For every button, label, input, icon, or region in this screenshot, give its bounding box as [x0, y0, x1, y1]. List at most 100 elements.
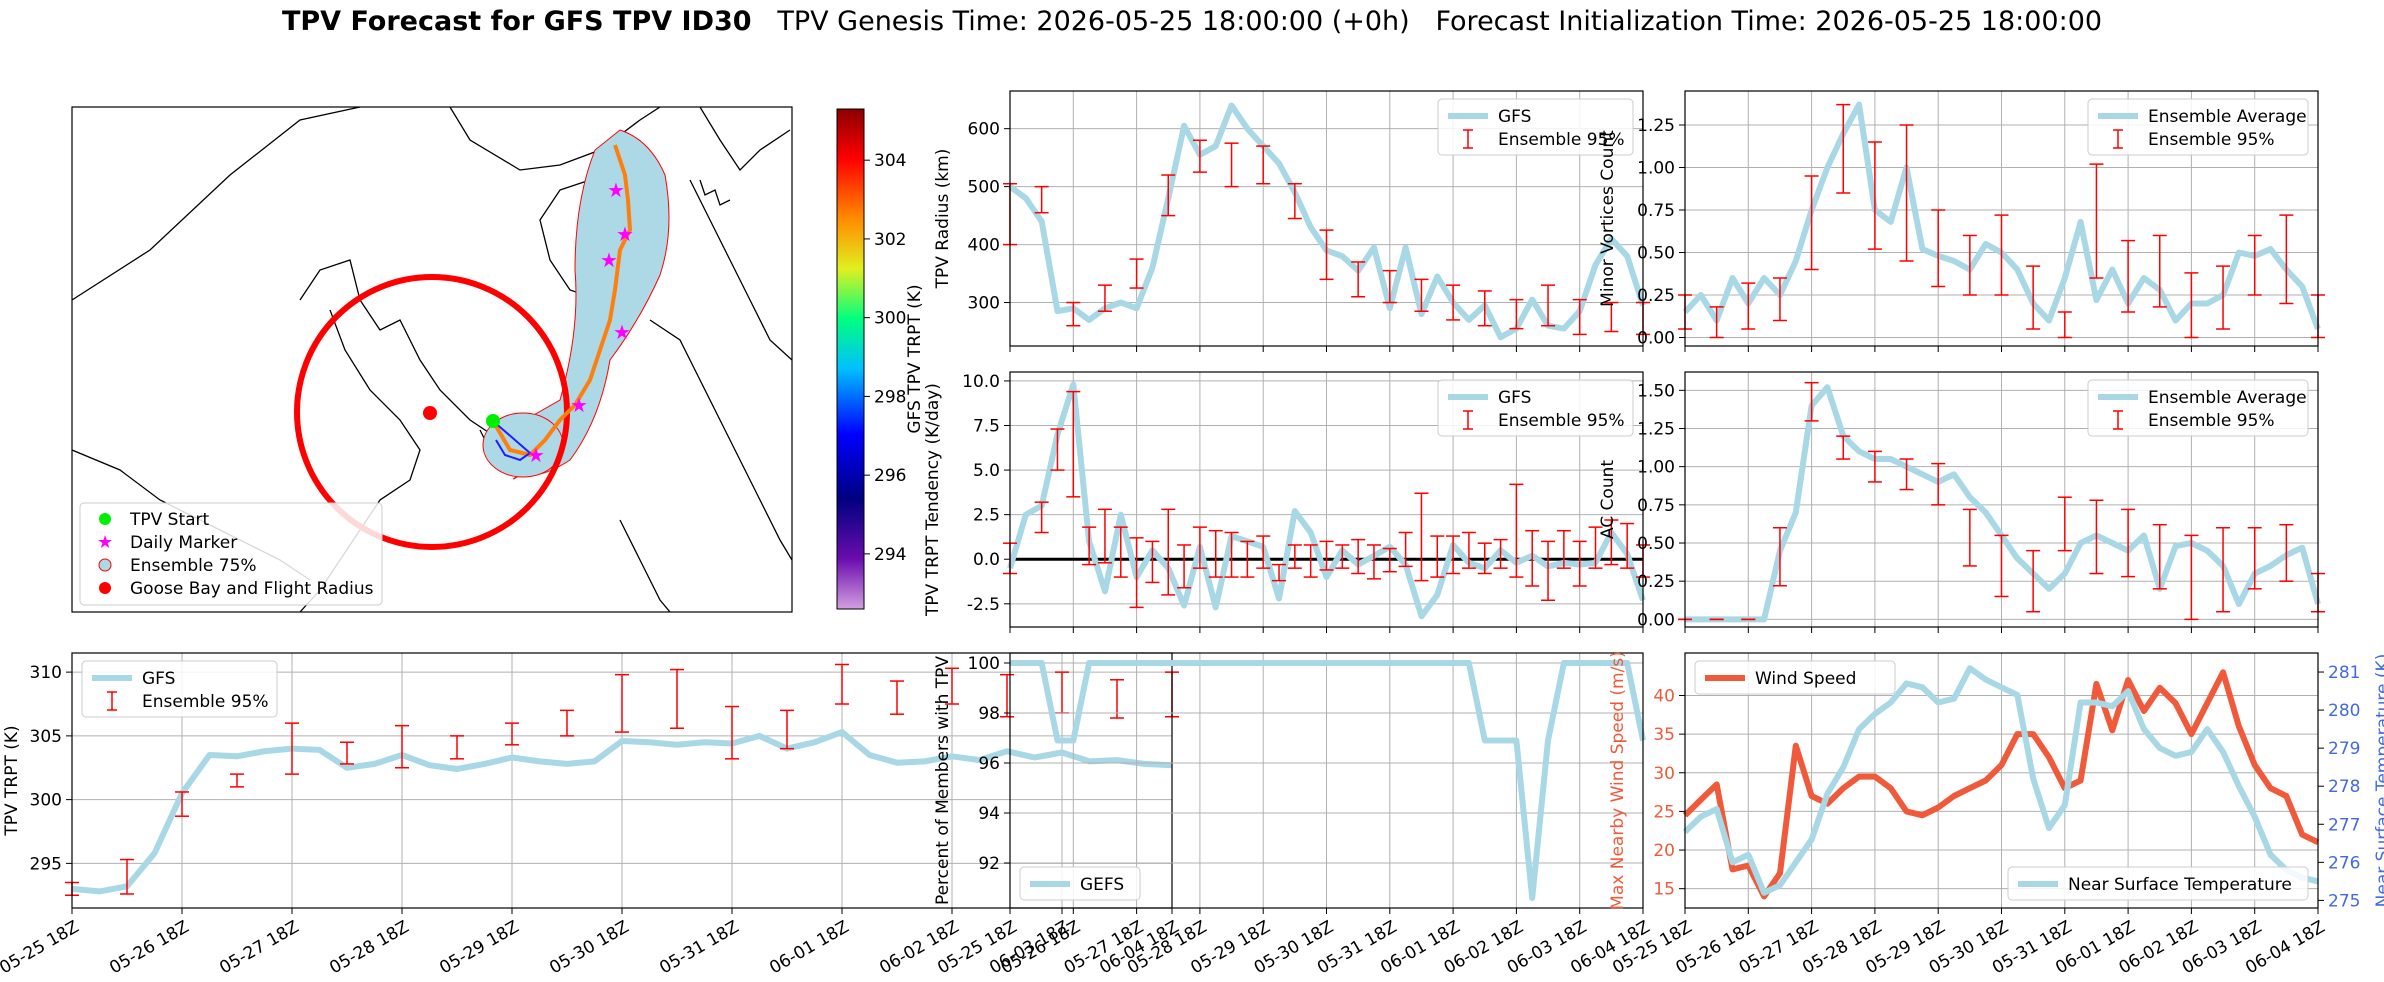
legend-goose-bay-icon — [99, 582, 111, 594]
axes-frame — [1684, 90, 2319, 347]
y-axis-label: TPV TRPT Tendency (K/day) — [923, 383, 943, 617]
wind-legend-label: Wind Speed — [1755, 669, 1856, 689]
y-axis-label-right: Near Surface Temperature (K) — [2373, 654, 2384, 908]
wind-2-legend: Near Surface Temperature — [2007, 866, 2309, 901]
tpv-track-segment — [492, 420, 532, 462]
radius-legend: GFS Ensemble 95% — [1437, 98, 1634, 156]
ytick-label: 500 — [968, 178, 1000, 198]
ytick-label: 600 — [968, 120, 1000, 140]
ac-legend-box — [2087, 379, 2309, 437]
ytick-label: 2.5 — [973, 506, 1000, 526]
coastline — [619, 519, 671, 612]
map-legend-label: Ensemble 75% — [130, 556, 257, 576]
coastline — [649, 319, 792, 561]
trpt-legend-label: Ensemble 95% — [142, 692, 269, 712]
y-axis-label: Percent of Members with TPV — [933, 656, 953, 905]
ytick-label: 0.25 — [1637, 286, 1675, 306]
coastline — [689, 179, 792, 361]
ytick-label: 25 — [1653, 802, 1675, 822]
daily-marker: ★ — [527, 443, 545, 467]
xtick-label: 05-31 18Z — [656, 917, 742, 978]
series-line-gfs — [71, 729, 1173, 895]
tendency-legend: GFS Ensemble 95% — [1437, 379, 1634, 437]
daily-marker: ★ — [607, 178, 625, 202]
ytick-label: 0.0 — [973, 550, 1000, 570]
coastline — [699, 179, 731, 206]
title-bold: TPV Forecast for GFS TPV ID30 — [281, 6, 752, 37]
y-axis-label: Max Nearby Wind Speed (m/s) — [1608, 651, 1628, 910]
ytick-label: 295 — [30, 854, 62, 874]
ytick-right-label: 278 — [2328, 777, 2360, 797]
coastline — [72, 107, 361, 301]
wind-2-legend-label: Near Surface Temperature — [2068, 875, 2292, 895]
ytick-label: 15 — [1653, 880, 1675, 900]
daily-marker: ★ — [600, 248, 618, 272]
radius-legend-label: Ensemble 95% — [1498, 130, 1625, 150]
tendency-legend-label: GFS — [1498, 388, 1531, 408]
ytick-label: 1.00 — [1637, 159, 1675, 179]
ytick-label: 7.5 — [973, 416, 1000, 436]
series-line-gefs — [1010, 660, 1646, 901]
ytick-label: 400 — [968, 236, 1000, 256]
colorbar-tick-label: 302 — [874, 230, 906, 250]
colorbar — [836, 108, 865, 610]
ytick-label: 0.75 — [1637, 201, 1675, 221]
ac-legend-label: Ensemble 95% — [2148, 411, 2275, 431]
ytick-right-label: 279 — [2328, 739, 2360, 759]
ytick-right-label: 275 — [2328, 891, 2360, 911]
axes-frame — [1009, 90, 1644, 347]
title-init: Forecast Initialization Time: 2026-05-25… — [1435, 6, 2103, 37]
ytick-right-label: 277 — [2328, 815, 2360, 835]
ytick-label: 1.50 — [1637, 381, 1675, 401]
ytick-label: 300 — [30, 791, 62, 811]
percent-legend-label: GEFS — [1080, 875, 1124, 895]
ytick-label: 1.00 — [1637, 458, 1675, 478]
colorbar-tick-label: 304 — [874, 151, 906, 171]
y-axis-label: AC Count — [1598, 460, 1618, 539]
ytick-label: 0.00 — [1637, 610, 1675, 630]
coastline — [699, 107, 791, 172]
legend-tpv-start-icon — [99, 513, 111, 525]
chart-tendency: -2.5 0.0 2.5 5.0 7.5 10.0 TPV TRPT Tendency (K… — [923, 371, 1650, 633]
daily-marker: ★ — [616, 222, 634, 246]
ytick-label: 1.25 — [1637, 419, 1675, 439]
ac-legend: Ensemble Average Ensemble 95% — [2087, 379, 2309, 437]
series-line-gfs — [1007, 381, 1646, 620]
minor-legend: Ensemble Average Ensemble 95% — [2087, 98, 2309, 156]
axes-frame — [71, 652, 1173, 909]
page-title: TPV Forecast for GFS TPV ID30 TPV Genesi… — [0, 6, 2384, 37]
radius-legend-label: GFS — [1498, 107, 1531, 127]
map-legend-box — [79, 502, 383, 606]
colorbar-tick-label: 298 — [874, 387, 906, 407]
percent-legend-box — [1019, 866, 1141, 901]
wind-legend: Wind Speed — [1694, 660, 1896, 695]
y-axis-label: TPV TRPT (K) — [2, 725, 22, 836]
ytick-label: 0.75 — [1637, 496, 1675, 516]
axes-frame — [1684, 371, 2319, 628]
y-axis-label: Minor Vortices Count — [1598, 130, 1618, 307]
ytick-label: 40 — [1653, 687, 1675, 707]
ytick-label: 35 — [1653, 725, 1675, 745]
ytick-right-label: 276 — [2328, 853, 2360, 873]
chart-minor: 0.00 0.25 0.50 0.75 1.00 1.25 Minor Vortices C… — [1598, 90, 2325, 352]
colorbar-tick-label: 300 — [874, 309, 906, 329]
xtick-label: 05-27 18Z — [216, 917, 302, 978]
series-line-near-surface-temperature — [1682, 665, 2319, 896]
ytick-label: 300 — [968, 294, 1000, 314]
ytick-label: 92 — [978, 854, 1000, 874]
map-legend-label: Daily Marker — [130, 533, 237, 553]
ytick-label: 0.25 — [1637, 572, 1675, 592]
axes-frame — [1009, 652, 1644, 909]
ytick-label: 30 — [1653, 764, 1675, 784]
colorbar-label: GFS TPV TRPT (K) — [905, 284, 925, 433]
xtick-label: 05-26 18Z — [106, 917, 192, 978]
colorbar-tick-label: 296 — [874, 466, 906, 486]
tendency-legend-label: Ensemble 95% — [1498, 411, 1625, 431]
ytick-right-label: 280 — [2328, 701, 2360, 721]
daily-marker: ★ — [613, 320, 631, 344]
ac-legend-label: Ensemble Average — [2148, 388, 2307, 408]
wind-2-legend-box — [2007, 866, 2309, 901]
